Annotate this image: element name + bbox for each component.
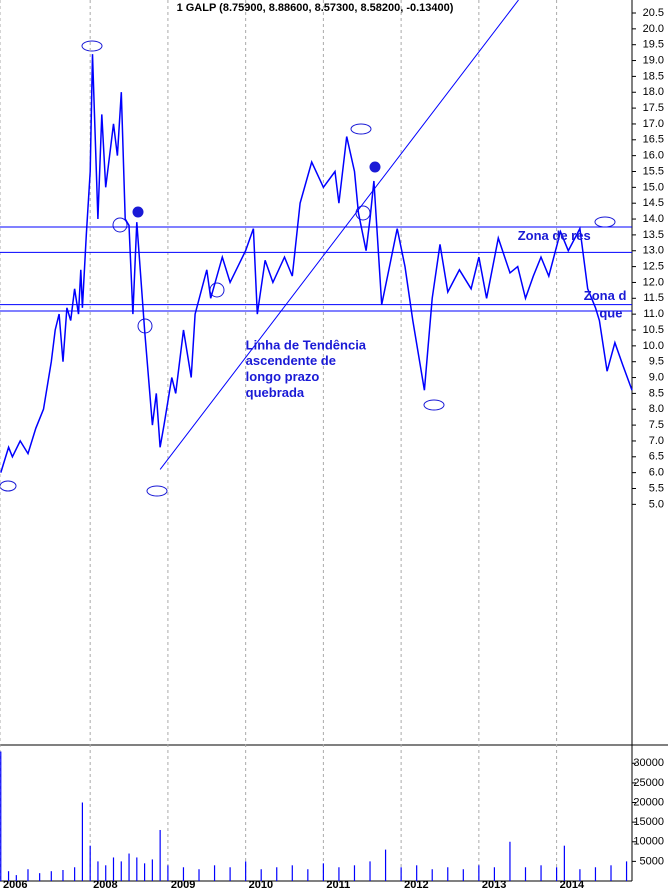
y-tick-label: 20.0: [643, 23, 664, 35]
y-tick-label: 8.0: [649, 403, 664, 415]
y-tick-label: 9.0: [649, 371, 664, 383]
x-tick-label: 2009: [171, 879, 195, 891]
y-tick-label: 13.5: [643, 229, 664, 241]
price-line: [0, 54, 633, 473]
y-tick-label: 20000: [633, 796, 664, 808]
y-tick-label: 17.5: [643, 102, 664, 114]
x-tick-label: 2012: [404, 879, 428, 891]
y-tick-label: 10.0: [643, 340, 664, 352]
y-tick-label: 12.0: [643, 276, 664, 288]
annotation: Linha de Tendência: [246, 337, 367, 352]
y-tick-label: 13.0: [643, 245, 664, 257]
y-tick-label: 18.5: [643, 70, 664, 82]
y-tick-label: 15.5: [643, 165, 664, 177]
y-tick-label: 7.5: [649, 419, 664, 431]
y-tick-label: 14.5: [643, 197, 664, 209]
x-tick-label: 2011: [326, 879, 350, 891]
y-tick-label: 5.0: [649, 498, 664, 510]
y-tick-label: 17.0: [643, 118, 664, 130]
x-tick-label: 2014: [560, 879, 585, 891]
trend-line: [159, 0, 519, 470]
x-tick-label: 2010: [249, 879, 273, 891]
y-tick-label: 19.0: [643, 54, 664, 66]
annotation: Zona de res: [518, 228, 591, 243]
y-tick-label: 16.0: [643, 150, 664, 162]
annotation: quebrada: [246, 385, 305, 400]
y-tick-label: 10.5: [643, 324, 664, 336]
annotation: ascendente de: [246, 353, 336, 368]
bear-icon: [81, 40, 103, 52]
chart-title: 1 GALP (8.75900, 8.88600, 8.57300, 8.582…: [177, 2, 454, 14]
y-tick-label: 25000: [633, 777, 664, 789]
y-tick-label: 16.5: [643, 134, 664, 146]
y-tick-label: 9.5: [649, 356, 664, 368]
x-tick-label: 2013: [482, 879, 506, 891]
annotation: longo prazo: [246, 369, 320, 384]
bomb-icon: [369, 161, 381, 173]
y-tick-label: 6.0: [649, 467, 664, 479]
y-tick-label: 15000: [633, 816, 664, 828]
y-tick-label: 8.5: [649, 387, 664, 399]
panel: [0, 751, 636, 881]
y-tick-label: 11.5: [643, 292, 664, 304]
y-tick-label: 12.5: [643, 261, 664, 273]
y-tick-label: 15.0: [643, 181, 664, 193]
panel: [0, 0, 636, 881]
bull-icon: [146, 485, 168, 497]
bear-icon: [350, 123, 372, 135]
y-tick-label: 14.0: [643, 213, 664, 225]
y-tick-label: 11.0: [643, 308, 664, 320]
y-tick-label: 20.5: [643, 7, 664, 19]
y-tick-label: 7.0: [649, 435, 664, 447]
bull-icon: [423, 399, 445, 411]
bomb-icon: [132, 206, 144, 218]
sad-icon: [112, 217, 128, 233]
bull-icon: [0, 480, 17, 492]
y-tick-label: 18.0: [643, 86, 664, 98]
y-tick-label: 19.5: [643, 39, 664, 51]
y-tick-label: 6.5: [649, 451, 664, 463]
y-tick-label: 30000: [633, 757, 664, 769]
x-tick-label: 2006: [3, 879, 27, 891]
y-tick-label: 10000: [633, 836, 664, 848]
y-tick-label: 5.5: [649, 482, 664, 494]
icons: [0, 40, 616, 497]
x-tick-label: 2008: [93, 879, 117, 891]
annotation: que: [599, 306, 622, 321]
y-tick-label: 5000: [640, 855, 664, 867]
annotation: Zona d: [584, 288, 627, 303]
